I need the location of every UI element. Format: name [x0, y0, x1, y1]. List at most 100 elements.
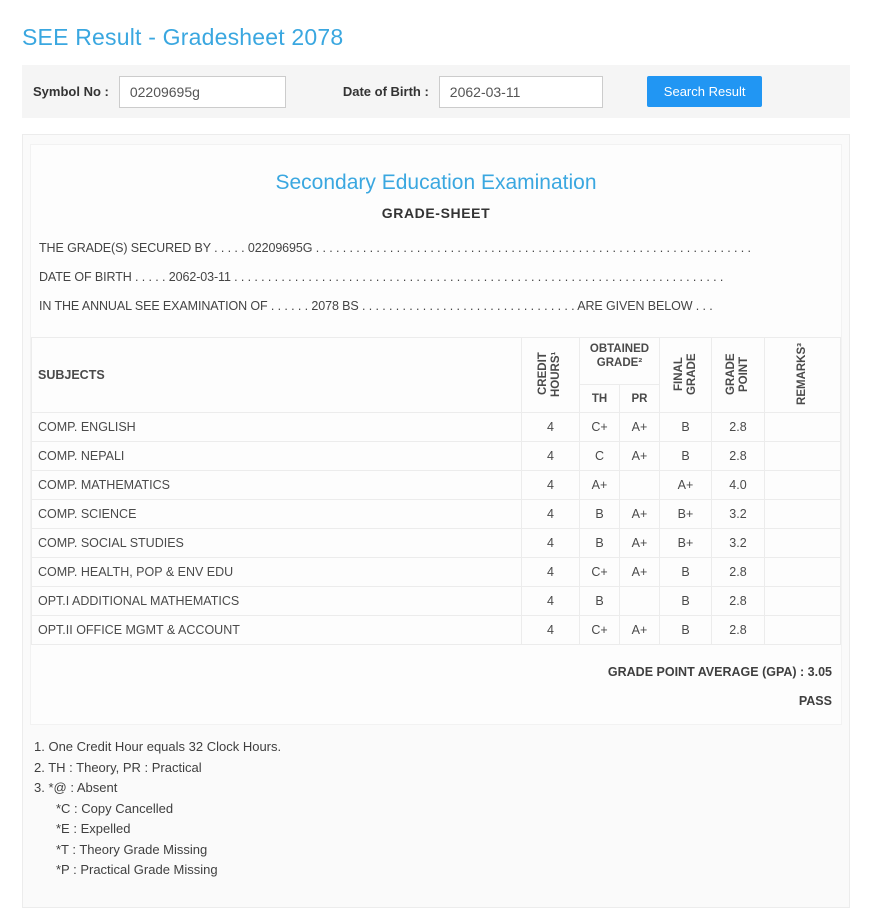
cell-point: 2.8 [711, 615, 765, 645]
cell-pr: A+ [618, 528, 661, 558]
cell-final: B [659, 441, 712, 471]
dob-label: Date of Birth : [342, 84, 429, 99]
cell-th: C+ [578, 557, 620, 587]
note-line: *C : Copy Cancelled [56, 800, 174, 816]
col-header-subjects: SUBJECTS [31, 337, 522, 413]
cell-th: C [578, 441, 620, 471]
symbol-no-input[interactable] [118, 75, 286, 108]
page-title: SEE Result - Gradesheet 2078 [22, 24, 344, 50]
col-header-credit-hours: CREDIT HOURS¹ [520, 337, 580, 413]
cell-credit: 4 [520, 441, 580, 471]
cell-remarks [764, 557, 841, 587]
cell-remarks [764, 586, 841, 616]
cell-remarks [764, 528, 841, 558]
search-bar: Symbol No : Date of Birth : Search Resul… [22, 65, 850, 118]
note-line: *E : Expelled [56, 821, 131, 836]
cell-subject: COMP. ENGLISH [31, 412, 522, 442]
note-line: 2. TH : Theory, PR : Practical [34, 759, 202, 775]
note-line: 1. One Credit Hour equals 32 Clock Hours… [34, 739, 282, 754]
cell-point: 2.8 [711, 586, 765, 616]
intro-line-dob: DATE OF BIRTH . . . . . 2062-03-11 . . .… [39, 270, 724, 284]
cell-pr: A+ [618, 441, 661, 471]
cell-remarks [764, 499, 841, 529]
table-row: OPT.I ADDITIONAL MATHEMATICS 4 B B 2.8 [31, 586, 841, 616]
cell-subject: COMP. HEALTH, POP & ENV EDU [31, 557, 522, 587]
sheet-subtitle: GRADE-SHEET [381, 205, 491, 221]
cell-remarks [764, 615, 841, 645]
cell-subject: COMP. NEPALI [31, 441, 522, 471]
result-status: PASS [798, 694, 832, 708]
col-header-pr: PR [618, 384, 661, 413]
cell-final: B [659, 412, 712, 442]
cell-point: 4.0 [711, 470, 765, 500]
cell-th: B [578, 528, 620, 558]
intro-line-exam-of: IN THE ANNUAL SEE EXAMINATION OF . . . .… [39, 299, 713, 313]
table-row: COMP. SOCIAL STUDIES 4 B A+ B+ 3.2 [31, 528, 841, 558]
col-header-remarks: REMARKS³ [764, 337, 841, 413]
cell-subject: COMP. MATHEMATICS [31, 470, 522, 500]
cell-subject: OPT.I ADDITIONAL MATHEMATICS [31, 586, 522, 616]
cell-credit: 4 [520, 470, 580, 500]
cell-pr: A+ [618, 499, 661, 529]
cell-remarks [764, 412, 841, 442]
col-header-final-grade: FINAL GRADE [659, 337, 712, 413]
intro-lines: THE GRADE(S) SECURED BY . . . . . 022096… [31, 221, 841, 331]
cell-credit: 4 [520, 586, 580, 616]
subject-rows: COMP. ENGLISH 4 C+ A+ B 2.8 COMP. NEPALI 4 C A+ B 2… [31, 412, 841, 645]
cell-credit: 4 [520, 528, 580, 558]
cell-credit: 4 [520, 557, 580, 587]
cell-point: 3.2 [711, 528, 765, 558]
table-row: COMP. ENGLISH 4 C+ A+ B 2.8 [31, 412, 841, 442]
gradesheet: Secondary Education Examination GRADE-SH… [30, 144, 842, 725]
cell-pr [618, 470, 661, 500]
cell-th: B [578, 499, 620, 529]
cell-remarks [764, 441, 841, 471]
cell-final: B+ [659, 499, 712, 529]
cell-point: 2.8 [711, 557, 765, 587]
cell-final: A+ [659, 470, 712, 500]
cell-subject: COMP. SCIENCE [31, 499, 522, 529]
sheet-title: Secondary Education Examination [275, 171, 597, 194]
table-row: OPT.II OFFICE MGMT & ACCOUNT 4 C+ A+ B 2.8 [31, 615, 841, 645]
footer-notes: 1. One Credit Hour equals 32 Clock Hours… [30, 725, 842, 881]
cell-pr: A+ [618, 615, 661, 645]
cell-final: B [659, 557, 712, 587]
page: SEE Result - Gradesheet 2078 Symbol No :… [0, 24, 872, 908]
intro-line-secured-by: THE GRADE(S) SECURED BY . . . . . 022096… [39, 241, 751, 255]
cell-credit: 4 [520, 499, 580, 529]
cell-remarks [764, 470, 841, 500]
gpa-line: GRADE POINT AVERAGE (GPA) : 3.05 [607, 665, 832, 679]
table-row: COMP. SCIENCE 4 B A+ B+ 3.2 [31, 499, 841, 529]
cell-point: 3.2 [711, 499, 765, 529]
cell-subject: OPT.II OFFICE MGMT & ACCOUNT [31, 615, 522, 645]
cell-credit: 4 [520, 615, 580, 645]
table-row: COMP. NEPALI 4 C A+ B 2.8 [31, 441, 841, 471]
col-header-th: TH [578, 384, 620, 413]
cell-th: C+ [578, 412, 620, 442]
col-header-grade-point: GRADE POINT [711, 337, 765, 413]
cell-final: B [659, 586, 712, 616]
cell-pr [618, 586, 661, 616]
cell-final: B+ [659, 528, 712, 558]
cell-th: B [578, 586, 620, 616]
search-result-button[interactable]: Search Result [646, 76, 763, 107]
cell-subject: COMP. SOCIAL STUDIES [31, 528, 522, 558]
cell-final: B [659, 615, 712, 645]
cell-th: A+ [578, 470, 620, 500]
cell-pr: A+ [618, 412, 661, 442]
cell-th: C+ [578, 615, 620, 645]
col-header-obtained-grade: OBTAINED GRADE² [578, 337, 661, 385]
dob-input[interactable] [438, 75, 603, 108]
note-line: *P : Practical Grade Missing [56, 862, 218, 877]
cell-pr: A+ [618, 557, 661, 587]
cell-credit: 4 [520, 412, 580, 442]
grades-table: SUBJECTS CREDIT HOURS¹ OBTAINED GRADE² F… [31, 337, 841, 645]
table-row: COMP. HEALTH, POP & ENV EDU 4 C+ A+ B 2.8 [31, 557, 841, 587]
result-panel: Secondary Education Examination GRADE-SH… [22, 134, 850, 908]
gpa-area: GRADE POINT AVERAGE (GPA) : 3.05 PASS [31, 645, 841, 714]
cell-point: 2.8 [711, 412, 765, 442]
symbol-no-label: Symbol No : [33, 84, 109, 99]
note-line: 3. *@ : Absent [34, 780, 118, 795]
cell-point: 2.8 [711, 441, 765, 471]
note-line: *T : Theory Grade Missing [56, 841, 208, 857]
